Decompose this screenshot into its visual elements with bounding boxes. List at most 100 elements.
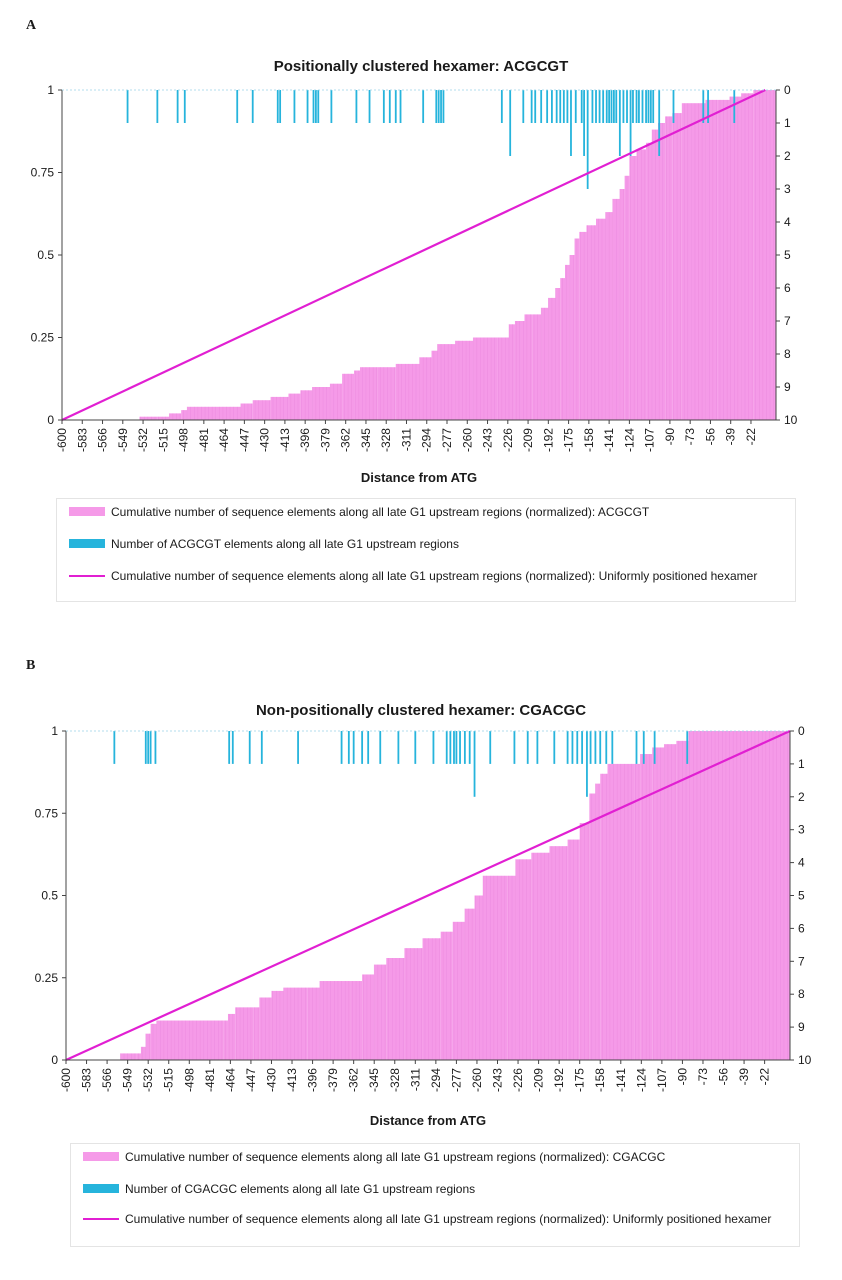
cumulative-bar <box>283 987 308 1060</box>
y-left-tick-label: 1 <box>47 83 54 97</box>
count-bar <box>530 90 533 123</box>
cumulative-bar <box>507 875 516 1060</box>
chart-title-a: Positionally clustered hexamer: ACGCGT <box>273 58 569 75</box>
cumulative-bar <box>619 189 625 420</box>
count-bar <box>566 90 569 123</box>
x-tick-label: -243 <box>481 428 495 452</box>
cumulative-bar <box>482 875 508 1060</box>
count-bar <box>248 731 251 764</box>
count-bar <box>453 731 455 764</box>
count-bar <box>618 90 621 156</box>
count-bar <box>154 731 157 764</box>
cumulative-bar <box>589 793 596 1060</box>
cumulative-bar <box>555 288 561 420</box>
count-bar <box>647 90 650 123</box>
x-tick-label: -515 <box>156 428 170 452</box>
cumulative-bar <box>579 231 587 420</box>
cumulative-bar <box>150 1023 157 1060</box>
count-bar <box>571 731 574 764</box>
count-bar <box>611 731 614 764</box>
x-tick-label: -328 <box>388 1068 402 1092</box>
x-tick-label: -515 <box>162 1068 176 1092</box>
cumulative-bar <box>181 410 188 420</box>
y-left-tick-label: 0 <box>51 1053 58 1067</box>
x-tick-label: -141 <box>614 1068 628 1092</box>
cumulative-bar <box>330 383 343 420</box>
legend-label-count-b: Number of CGACGC elements along all late… <box>125 1182 476 1196</box>
x-tick-label: -209 <box>521 428 535 452</box>
count-bars-b <box>113 731 689 797</box>
x-tick-label: -56 <box>703 428 717 446</box>
count-bar <box>394 90 397 123</box>
x-tick-label: -73 <box>683 428 697 446</box>
cumulative-bar <box>307 987 320 1060</box>
count-bar <box>397 731 400 764</box>
x-tick-label: -447 <box>244 1068 258 1092</box>
cumulative-bar <box>524 314 533 420</box>
cumulative-bar <box>705 99 718 421</box>
count-bar <box>672 90 675 123</box>
cumulative-bar <box>600 773 608 1060</box>
count-bar <box>546 90 549 123</box>
legend-swatch-area-b <box>83 1152 119 1161</box>
count-bar <box>276 90 279 123</box>
cumulative-bar <box>565 264 570 420</box>
count-bar <box>455 731 458 764</box>
cumulative-bar <box>271 990 284 1060</box>
count-bar <box>534 90 537 123</box>
cumulative-bar <box>657 123 666 420</box>
y-right-tick-label: 10 <box>784 413 798 427</box>
x-tick-label: -600 <box>55 428 69 452</box>
count-bar <box>368 90 371 123</box>
x-tick-label: -481 <box>203 1068 217 1092</box>
x-tick-label: -362 <box>347 1068 361 1092</box>
count-bar <box>605 90 608 123</box>
x-tick-label: -498 <box>182 1068 196 1092</box>
count-bar <box>559 90 562 123</box>
x-tick-label: -294 <box>420 428 434 452</box>
count-bar <box>615 90 618 123</box>
legend-swatch-area-a <box>69 507 105 516</box>
count-bar <box>583 90 585 156</box>
count-bar <box>638 90 640 123</box>
chart-title-b: Non-positionally clustered hexamer: CGAC… <box>255 702 587 719</box>
x-tick-label: -39 <box>724 428 738 446</box>
count-bar <box>555 90 558 123</box>
legend-item-count-b: Number of CGACGC elements along all late… <box>83 1182 475 1196</box>
cumulative-bar <box>419 357 432 420</box>
count-bar <box>330 90 333 123</box>
x-tick-label: -39 <box>737 1068 751 1086</box>
x-tick-label: -566 <box>100 1068 114 1092</box>
cumulative-bar <box>531 852 550 1060</box>
cumulative-bar <box>569 255 575 420</box>
x-tick-label: -328 <box>379 428 393 452</box>
cumulative-bar <box>729 96 742 420</box>
count-bar <box>306 90 309 123</box>
count-bar <box>522 90 525 123</box>
x-tick-label: -260 <box>470 1068 484 1092</box>
y-right-tick-label: 4 <box>798 856 805 870</box>
y-right-tick-label: 9 <box>798 1020 805 1034</box>
y-left-tick-label: 1 <box>51 724 58 738</box>
y-right-tick-label: 6 <box>784 281 791 295</box>
x-tick-label: -379 <box>318 428 332 452</box>
y-right-tick-label: 0 <box>784 83 791 97</box>
count-bar <box>553 731 556 764</box>
legend-label-uniform-a: Cumulative number of sequence elements a… <box>111 569 758 583</box>
count-bar <box>570 90 572 156</box>
cumulative-bar <box>652 747 665 1060</box>
cumulative-bar <box>629 156 637 420</box>
cumulative-bar <box>688 731 790 1060</box>
x-axis-label-b: Distance from ATG <box>369 1113 487 1128</box>
y-left-tick-label: 0.25 <box>31 331 55 345</box>
count-bar <box>500 90 503 123</box>
count-bar <box>702 90 705 123</box>
x-tick-label: -107 <box>643 428 657 452</box>
cumulative-bar <box>549 846 568 1060</box>
count-bar <box>586 90 589 189</box>
count-bar <box>367 731 370 764</box>
count-bar <box>463 731 466 764</box>
x-tick-label: -243 <box>490 1068 504 1092</box>
cumulative-bar <box>386 958 405 1060</box>
count-bar <box>653 731 656 764</box>
